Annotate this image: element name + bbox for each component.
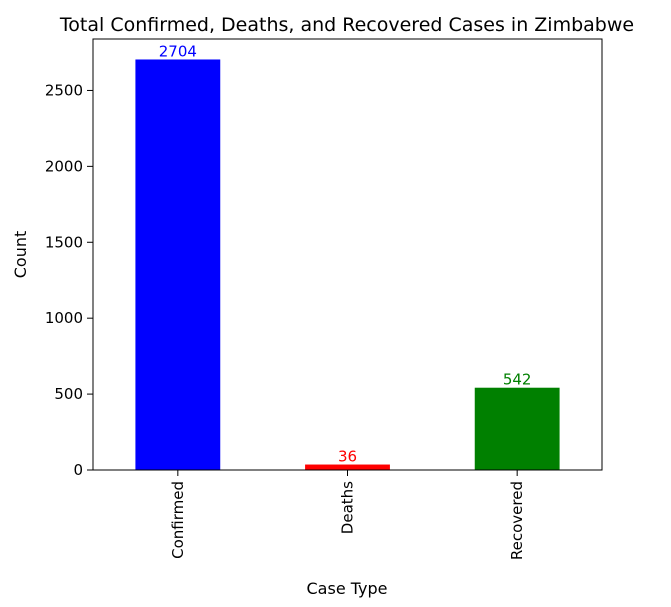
y-tick-label: 500 xyxy=(54,385,83,403)
x-tick-label-confirmed: Confirmed xyxy=(169,481,187,559)
y-tick-label: 2500 xyxy=(45,81,83,99)
bar-recovered xyxy=(474,387,560,470)
value-label-confirmed: 2704 xyxy=(159,42,197,60)
y-axis-label: Count xyxy=(11,231,30,279)
chart-title: Total Confirmed, Deaths, and Recovered C… xyxy=(59,14,634,36)
bars xyxy=(135,59,560,470)
value-label-deaths: 36 xyxy=(338,448,357,466)
value-label-recovered: 542 xyxy=(503,371,532,389)
plot-frame xyxy=(92,38,603,471)
x-tick-label-recovered: Recovered xyxy=(508,481,526,560)
x-tick-label-deaths: Deaths xyxy=(339,481,357,534)
value-labels: 2704 36 542 xyxy=(159,42,532,465)
bar-deaths xyxy=(305,464,390,470)
y-tick-label: 1000 xyxy=(45,309,83,327)
y-tick-label: 2000 xyxy=(45,157,83,175)
x-axis-label: Case Type xyxy=(307,579,388,598)
x-axis-ticks: Confirmed Deaths Recovered xyxy=(169,470,526,560)
bar-confirmed xyxy=(135,59,221,470)
y-tick-label: 0 xyxy=(73,461,83,479)
y-axis-ticks: 0 500 1000 1500 2000 2500 xyxy=(45,81,93,479)
y-tick-label: 1500 xyxy=(45,233,83,251)
